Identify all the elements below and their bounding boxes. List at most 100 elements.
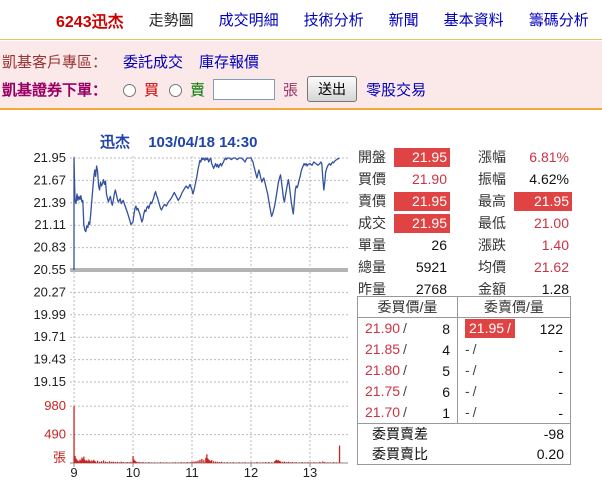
order-entry-label: 凱基證券下單： <box>2 81 108 99</box>
broker-panel: 凱基客戶專區： 委託成交 庫存報價 凱基證券下單： 買 賣 張 送出 零股交易 <box>0 41 602 110</box>
ask-cell: - / - <box>465 383 563 400</box>
svg-text:12: 12 <box>244 465 258 480</box>
ask-cell: - / - <box>465 341 563 358</box>
depth-diff-row: 委買賣差 -98 <box>358 423 570 444</box>
bid-price: 21.70 <box>365 404 401 420</box>
svg-text:21.95: 21.95 <box>33 150 66 165</box>
top-nav: 6243迅杰 走勢圖 成交明細 技術分析 新聞 基本資料 籌碼分析 <box>0 0 602 40</box>
depth-header: 委買價/量 委賣價/量 <box>358 297 570 318</box>
svg-text:19.99: 19.99 <box>33 307 66 322</box>
quote-label: 買價 <box>358 171 386 187</box>
depth-diff-value: -98 <box>543 426 564 442</box>
svg-text:21.67: 21.67 <box>33 172 66 187</box>
svg-text:19.43: 19.43 <box>33 352 66 367</box>
quote-label: 開盤 <box>358 149 386 165</box>
open-price-value: 21.95 <box>394 147 450 167</box>
depth-table: 委買價/量 委賣價/量 21.90/8 21.95/122 21.85/4- / -21… <box>357 296 571 465</box>
quote-label: 總量 <box>358 259 386 275</box>
ask-price: - <box>465 383 470 399</box>
high-price-value: 21.95 <box>514 191 572 211</box>
ask-qty: - <box>558 362 563 379</box>
svg-text:10: 10 <box>126 465 140 480</box>
svg-text:9: 9 <box>70 465 77 480</box>
total-volume-value: 5921 <box>415 258 447 275</box>
svg-text:21.11: 21.11 <box>34 217 66 232</box>
buy-radio[interactable] <box>123 84 137 97</box>
nav-item-news[interactable]: 新聞 <box>388 12 419 29</box>
depth-diff-label: 委買賣差 <box>372 426 428 442</box>
chart-stock-name: 迅杰 <box>100 134 131 151</box>
nav-item-trend-chart[interactable]: 走勢圖 <box>148 12 194 29</box>
link-order-status[interactable]: 委託成交 <box>123 53 184 71</box>
quote-row: 開盤 21.95 漲幅 6.81% <box>358 146 572 168</box>
ask-price: - <box>465 341 470 357</box>
ask-price: - <box>465 404 470 420</box>
ask-qty: - <box>558 383 563 400</box>
quote-label: 最低 <box>478 215 506 231</box>
sell-radio[interactable] <box>169 84 183 97</box>
depth-row: 21.75/6 - / - <box>358 381 570 402</box>
svg-text:20.83: 20.83 <box>33 240 66 255</box>
stock-id-title: 6243迅杰 <box>56 13 124 31</box>
quote-label: 單量 <box>358 237 386 253</box>
quote-label: 漲跌 <box>478 237 506 253</box>
ask-cell: - / - <box>465 404 563 421</box>
svg-text:980: 980 <box>44 398 66 413</box>
svg-text:11: 11 <box>185 465 199 480</box>
bid-price-value: 21.90 <box>411 170 447 187</box>
quote-row: 總量 5921 均價 21.62 <box>358 256 572 278</box>
svg-text:21.39: 21.39 <box>33 195 66 210</box>
quote-row: 買價 21.90 振幅 4.62% <box>358 168 572 190</box>
ask-price-value: 21.95 <box>394 191 450 211</box>
ask-header: 委賣價/量 <box>484 299 544 315</box>
chart-title: 迅杰 103/04/18 14:30 <box>100 131 257 152</box>
depth-ratio-value: 0.20 <box>536 446 564 462</box>
quote-label: 昨量 <box>358 281 386 297</box>
bid-qty: 8 <box>442 320 450 337</box>
ask-price: - <box>465 362 470 378</box>
link-inventory-quote[interactable]: 庫存報價 <box>199 53 260 71</box>
chart-datetime: 103/04/18 14:30 <box>148 134 258 151</box>
buy-label: 買 <box>144 81 160 99</box>
link-oddlot-trading[interactable]: 零股交易 <box>366 81 427 99</box>
prev-volume-value: 2768 <box>415 280 447 297</box>
sell-label: 賣 <box>190 81 206 99</box>
svg-text:490: 490 <box>44 427 66 442</box>
quote-row: 昨量 2768 金額 1.28 <box>358 278 572 300</box>
bid-cell: 21.80/5 <box>358 360 458 381</box>
nav-item-technical-analysis[interactable]: 技術分析 <box>303 12 364 29</box>
nav-item-chips-analysis[interactable]: 籌碼分析 <box>528 12 589 29</box>
bid-price: 21.85 <box>365 341 401 357</box>
amount-value: 1.28 <box>541 280 569 297</box>
client-area-row: 凱基客戶專區： 委託成交 庫存報價 <box>2 48 602 74</box>
quantity-input[interactable] <box>213 78 276 100</box>
bid-cell: 21.85/4 <box>358 339 458 360</box>
quote-row: 單量 26 漲跌 1.40 <box>358 234 572 256</box>
quote-row: 賣價 21.95 最高 21.95 <box>358 190 572 212</box>
quote-label: 漲幅 <box>478 149 506 165</box>
nav-item-trade-detail[interactable]: 成交明細 <box>218 12 279 29</box>
bid-qty: 6 <box>442 383 450 400</box>
last-volume-value: 26 <box>431 236 447 253</box>
bid-cell: 21.70/1 <box>358 402 458 423</box>
ask-qty: 122 <box>539 320 563 337</box>
bid-qty: 5 <box>442 362 450 379</box>
quote-label: 均價 <box>478 259 506 275</box>
quote-label: 成交 <box>358 215 386 231</box>
quote-label: 振幅 <box>478 171 506 187</box>
depth-ratio-label: 委買賣比 <box>372 446 428 462</box>
intraday-chart: 21.95 21.67 21.39 21.11 20.83 20.55 20.27 19.99… <box>0 150 356 483</box>
bid-qty: 4 <box>442 341 450 358</box>
svg-text:19.15: 19.15 <box>33 374 66 389</box>
quantity-unit-label: 張 <box>283 81 299 99</box>
ask-cell: 21.95/122 <box>458 318 570 339</box>
nav-item-fundamentals[interactable]: 基本資料 <box>443 12 504 29</box>
bid-price: 21.90 <box>365 320 401 336</box>
order-entry-row: 凱基證券下單： 買 賣 張 送出 零股交易 <box>2 74 602 104</box>
svg-text:張: 張 <box>53 450 66 465</box>
submit-order-button[interactable]: 送出 <box>307 76 358 102</box>
ask-cell: - / - <box>465 362 563 379</box>
bid-price: 21.75 <box>365 383 401 399</box>
quote-label: 金額 <box>478 281 506 297</box>
